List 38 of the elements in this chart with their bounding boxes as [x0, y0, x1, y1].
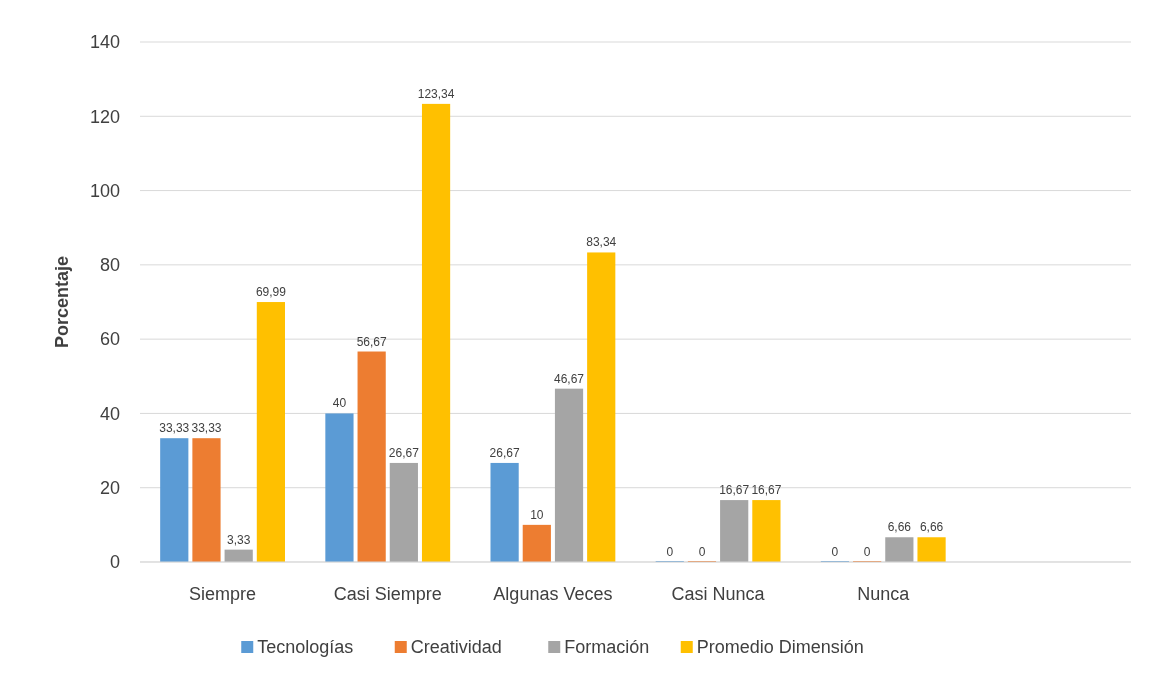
y-tick-label: 140 — [89, 32, 120, 53]
y-tick-label: 0 — [109, 552, 120, 573]
data-label: 16,67 — [751, 483, 782, 498]
data-label: 33,33 — [191, 421, 222, 436]
x-tick-label: Nunca — [857, 584, 911, 604]
data-label: 26,67 — [489, 445, 520, 460]
data-label: 3,33 — [227, 532, 251, 547]
y-tick-label: 80 — [99, 255, 120, 276]
data-label: 0 — [831, 545, 839, 559]
y-tick-label: 40 — [99, 403, 120, 424]
legend-label: Promedio Dimensión — [696, 637, 864, 658]
data-label: 10 — [530, 507, 544, 522]
data-label: 0 — [666, 545, 674, 559]
x-tick-label: Casi Siempre — [333, 584, 442, 604]
data-label: 26,67 — [388, 445, 420, 460]
y-tick-label: 60 — [99, 329, 120, 350]
data-label: 56,67 — [356, 334, 387, 349]
data-label: 123,34 — [417, 86, 455, 101]
data-label: 46,67 — [554, 371, 585, 386]
data-label: 0 — [863, 545, 871, 559]
legend-label: Creatividad — [410, 637, 502, 658]
x-tick-label: Algunas Veces — [493, 584, 613, 604]
data-label: 33,33 — [159, 421, 190, 436]
legend-label: Formación — [564, 637, 650, 658]
legend-label: Tecnologías — [257, 637, 354, 658]
x-tick-label: Casi Nunca — [671, 584, 766, 604]
data-label: 40 — [332, 396, 347, 411]
data-label: 83,34 — [586, 235, 617, 250]
data-label: 0 — [698, 545, 706, 559]
y-axis-title: Porcentaje — [52, 255, 72, 349]
y-tick-label: 120 — [89, 106, 120, 127]
data-label: 16,67 — [719, 483, 750, 498]
y-tick-label: 100 — [89, 180, 120, 201]
data-label: 6,66 — [919, 520, 944, 535]
x-tick-label: Siempre — [189, 584, 257, 604]
y-tick-label: 20 — [99, 478, 120, 499]
data-label: 69,99 — [255, 285, 287, 300]
data-label: 6,66 — [887, 520, 912, 535]
